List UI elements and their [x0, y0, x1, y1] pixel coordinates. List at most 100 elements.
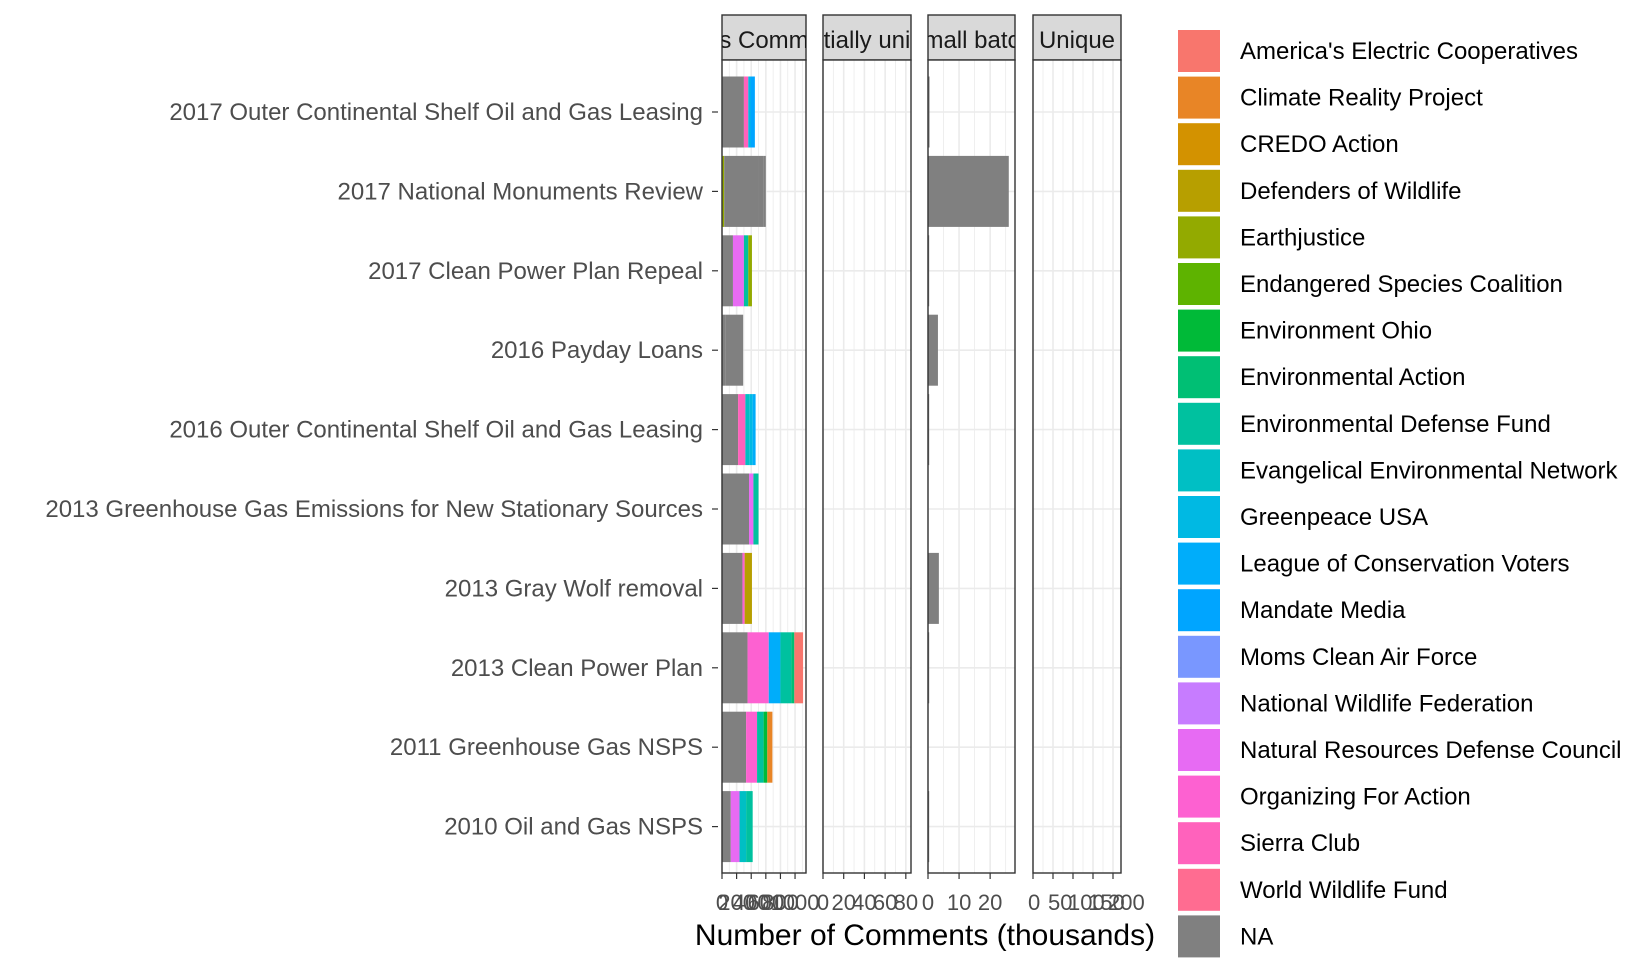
legend-item: Environment Ohio: [1178, 309, 1432, 352]
bar-segment: [749, 473, 754, 545]
category-label: 2017 Clean Power Plan Repeal: [368, 258, 703, 285]
category-label: 2013 Greenhouse Gas Emissions for New St…: [45, 496, 703, 523]
x-tick-label: 0: [1028, 890, 1040, 915]
facet-strip-label: Unique: [1039, 27, 1115, 54]
bar-segment: [747, 632, 769, 704]
legend-key: [1178, 309, 1220, 352]
bar-segment: [928, 155, 1009, 227]
panel-border: [721, 59, 807, 874]
legend-key: [1178, 402, 1220, 445]
facet-strip-label: mall batc: [923, 27, 1019, 54]
bar-segment: [743, 76, 749, 148]
bar-segment: [722, 473, 750, 545]
bar-segment: [757, 711, 764, 783]
bar-segment: [780, 632, 792, 704]
bar-segment: [745, 394, 750, 466]
bar-segment: [746, 711, 758, 783]
legend-item: America's Electric Cooperatives: [1178, 30, 1578, 72]
legend-key: [1178, 356, 1220, 399]
legend-label: Environmental Defense Fund: [1240, 411, 1551, 438]
legend-label: America's Electric Cooperatives: [1240, 38, 1578, 65]
legend-label: Defenders of Wildlife: [1240, 178, 1461, 205]
x-tick-label: 60: [873, 890, 897, 915]
bar-segment: [724, 155, 759, 227]
legend-item: Defenders of Wildlife: [1178, 169, 1461, 212]
panel-border: [822, 59, 912, 874]
legend-item: Endangered Species Coalition: [1178, 263, 1563, 305]
bar-segment: [722, 394, 739, 466]
panel-border: [927, 59, 1016, 874]
legend-item: CREDO Action: [1178, 123, 1399, 166]
x-tick-label: 0: [716, 890, 728, 915]
legend-key: [1178, 542, 1220, 585]
legend-key: [1178, 169, 1220, 212]
facet-strip-label: s Comm: [719, 27, 808, 54]
x-tick-label: 400: [733, 890, 770, 915]
bars: [722, 76, 804, 863]
bar-segment: [763, 711, 768, 783]
bar-segment: [722, 711, 747, 783]
bar-segment: [928, 552, 939, 624]
bar-segment: [722, 314, 726, 386]
category-labels: 2017 Outer Continental Shelf Oil and Gas…: [45, 99, 718, 841]
legend-label: Mandate Media: [1240, 597, 1406, 624]
panel-border: [1032, 59, 1122, 874]
bar-segment: [750, 76, 755, 148]
legend-key: [1178, 868, 1220, 911]
category-label: 2017 National Monuments Review: [337, 178, 703, 205]
legend-key: [1178, 30, 1220, 72]
category-label: 2013 Gray Wolf removal: [445, 575, 703, 602]
x-tick-label: 150: [1088, 890, 1125, 915]
legend-label: Environment Ohio: [1240, 318, 1432, 345]
legend-label: League of Conservation Voters: [1240, 551, 1570, 578]
bar-segment: [732, 235, 744, 307]
bar-segment: [722, 235, 733, 307]
legend-item: Moms Clean Air Force: [1178, 635, 1477, 678]
bar-segment: [738, 394, 746, 466]
legend-item: League of Conservation Voters: [1178, 542, 1570, 585]
category-label: 2016 Payday Loans: [491, 337, 703, 364]
legend-item: World Wildlife Fund: [1178, 868, 1448, 911]
x-axis: 0 10 20: [922, 873, 1002, 915]
facet-strip: [822, 14, 912, 61]
legend-label: Sierra Club: [1240, 830, 1360, 857]
bar-segment: [722, 791, 731, 863]
legend-key: [1178, 635, 1220, 678]
bars: [928, 76, 1009, 863]
legend-key: [1178, 216, 1220, 259]
legend-item: Mandate Media: [1178, 589, 1406, 632]
x-tick-label: 100: [1068, 890, 1105, 915]
legend-item: Climate Reality Project: [1178, 76, 1483, 119]
legend-label: Earthjustice: [1240, 224, 1365, 251]
x-tick-label: 40: [852, 890, 876, 915]
bar-segment: [722, 552, 743, 624]
bar-segment: [722, 632, 748, 704]
bar-segment: [722, 76, 744, 148]
legend-label: Endangered Species Coalition: [1240, 271, 1563, 298]
x-axis-title: Number of Comments (thousands): [695, 919, 1155, 952]
bar-segment: [730, 791, 740, 863]
legend-key: [1178, 729, 1220, 771]
bar-segment: [791, 632, 795, 704]
panel-background: [1033, 60, 1121, 873]
bar-segment: [739, 791, 747, 863]
bar-segment: [748, 235, 752, 307]
legend-key: [1178, 263, 1220, 305]
x-tick-label: 50: [1048, 890, 1072, 915]
x-tick-label: 20: [978, 890, 1002, 915]
bar-segment: [928, 314, 938, 386]
legend-item: Earthjustice: [1178, 216, 1365, 259]
facet-panel: mall batc 0 10 20: [922, 14, 1019, 915]
bar-segment: [746, 791, 753, 863]
category-label: 2017 Outer Continental Shelf Oil and Gas…: [169, 99, 703, 126]
legend-label: Greenpeace USA: [1240, 504, 1428, 531]
bar-segment: [752, 394, 756, 466]
legend-label: World Wildlife Fund: [1240, 877, 1448, 904]
facet-strip: [721, 14, 807, 61]
category-label: 2010 Oil and Gas NSPS: [444, 814, 703, 841]
bar-segment: [763, 155, 766, 227]
x-tick-label: 200: [718, 890, 755, 915]
